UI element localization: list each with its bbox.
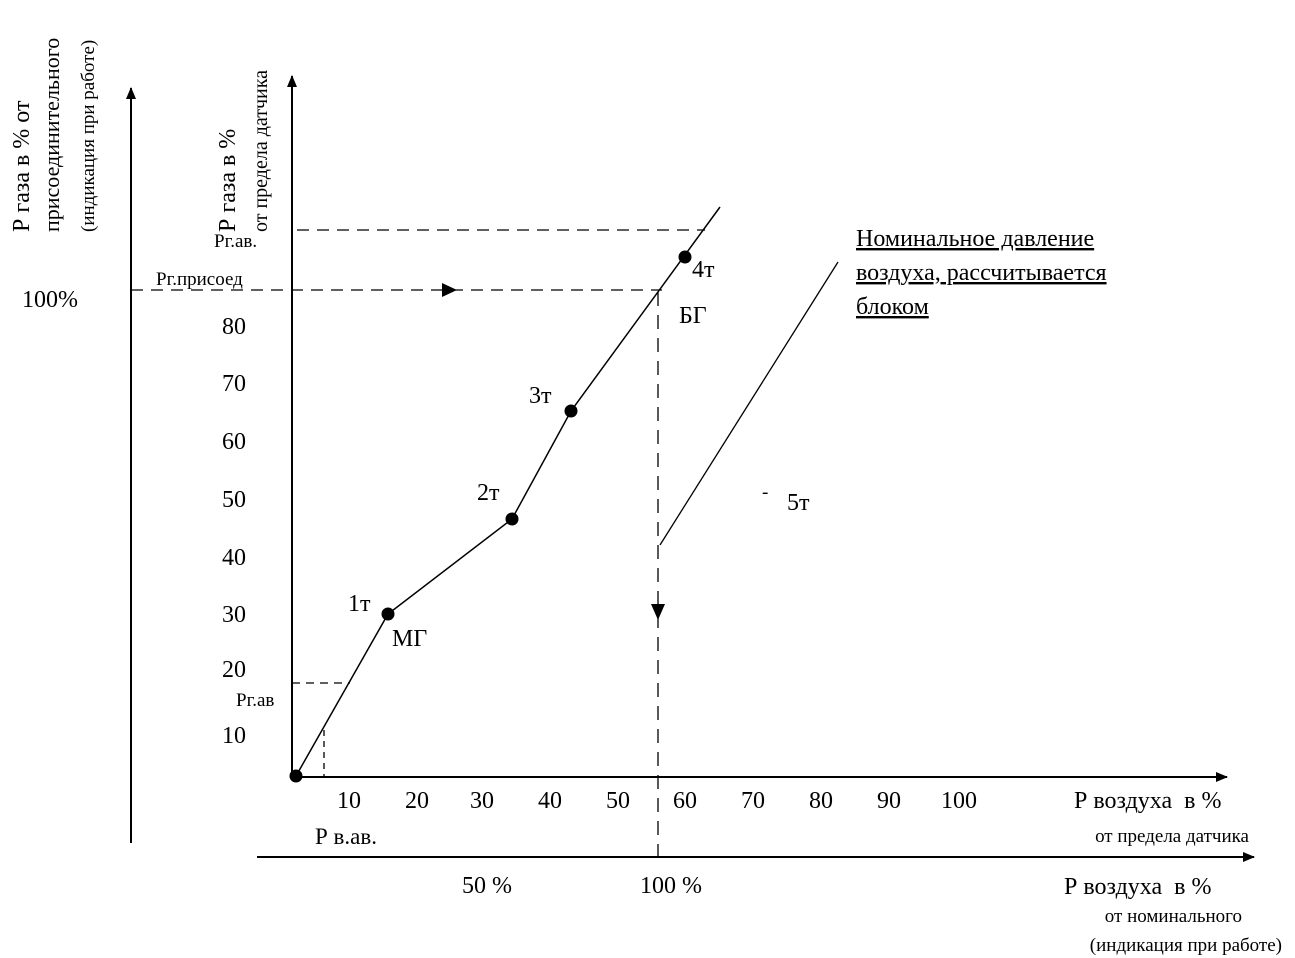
point-1t: [381, 607, 395, 621]
nominal-note-line-2: воздуха, рассчитывается: [856, 260, 1107, 286]
x-axis-nominal-label-2: от номинального: [1105, 906, 1242, 927]
label-dash: -: [762, 482, 768, 503]
point-2t: [505, 512, 519, 526]
y-tick-80: 80: [222, 314, 246, 340]
arrowhead-right: [442, 283, 457, 297]
outer-axis-label-3: (индикация при работе): [78, 40, 99, 232]
label-point-1t: 1т: [348, 591, 371, 617]
outer-tick-100: 100%: [22, 287, 78, 313]
x-tick-20: 20: [405, 788, 429, 814]
nominal-note-line-1: Номинальное давление: [856, 226, 1094, 252]
y-tick-20: 20: [222, 657, 246, 683]
label-bg: БГ: [679, 303, 707, 329]
outer-axis-label-1: Р газа в % от: [9, 100, 35, 232]
x-axis-sensor-label-2: от предела датчика: [1095, 826, 1249, 847]
label-p-g-av-low: Рг.ав: [236, 690, 274, 711]
y-tick-50: 50: [222, 487, 246, 513]
y-tick-70: 70: [222, 371, 246, 397]
arrowhead-down: [651, 604, 665, 620]
x-tick-50: 50: [606, 788, 630, 814]
x-tick-60: 60: [673, 788, 697, 814]
x-tick-10: 10: [337, 788, 361, 814]
label-p-g-av-top: Рг.ав.: [214, 231, 257, 252]
x-tick-30: 30: [470, 788, 494, 814]
y-tick-10: 10: [222, 723, 246, 749]
y-tick-40: 40: [222, 545, 246, 571]
label-mg: МГ: [392, 626, 427, 652]
y-tick-30: 30: [222, 602, 246, 628]
x-axis-nominal-label-1: Р воздуха в %: [1064, 874, 1211, 900]
nominal-note-line-3: блоком: [856, 294, 929, 320]
point-4t: [678, 250, 692, 264]
label-p-v-av: Р в.ав.: [315, 824, 377, 849]
outer-axis-label-2: присоединительного: [39, 38, 64, 232]
characteristic-curve: [295, 206, 721, 777]
label-point-4t: 4т: [692, 257, 715, 283]
x-tick-70: 70: [741, 788, 765, 814]
x-nominal-tick-50: 50 %: [462, 873, 512, 899]
x-tick-80: 80: [809, 788, 833, 814]
x-axis-nominal-label-3: (индикация при работе): [1090, 935, 1282, 956]
x-tick-40: 40: [538, 788, 562, 814]
nominal-leader-line: [659, 261, 839, 546]
x-tick-90: 90: [877, 788, 901, 814]
label-point-3t: 3т: [529, 383, 552, 409]
label-p-g-prisoed: Рг.присоед: [156, 269, 243, 290]
x-tick-100: 100: [941, 788, 977, 814]
point-0: [289, 769, 303, 783]
point-3t: [564, 404, 578, 418]
x-nominal-tick-100: 100 %: [640, 873, 702, 899]
label-point-2t: 2т: [477, 480, 500, 506]
label-point-5t: 5т: [787, 490, 810, 516]
inner-axis-label-1: Р газа в %: [215, 129, 241, 232]
y-tick-60: 60: [222, 429, 246, 455]
inner-axis-label-2: от предела датчика: [250, 70, 272, 232]
x-axis-sensor-label-1: Р воздуха в %: [1074, 788, 1221, 814]
